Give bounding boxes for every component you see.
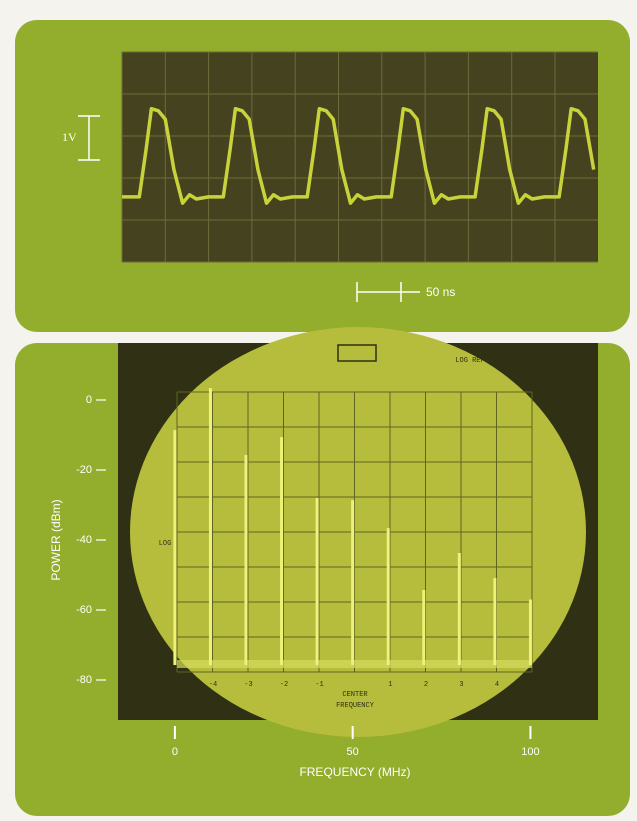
y-tick-label: 0 [86,394,92,406]
screen-label: -1 [315,681,323,689]
annotation: 1V [62,130,77,144]
x-tick-label: 50 [347,746,359,758]
screen-label: CENTER [342,691,368,699]
screen-label: 4 [495,681,499,689]
x-tick-label: 0 [172,746,178,758]
screen-label: 3 [459,681,463,689]
screen-label: LOG REF [455,357,484,365]
y-tick-label: -60 [76,604,92,616]
scope-screen [122,52,598,262]
y-tick-label: -20 [76,464,92,476]
y-axis-label: POWER (dBm) [49,499,63,580]
screen-label: 2 [424,681,428,689]
screen-label: FREQUENCY [336,702,375,710]
annotation: 50 ns [426,285,455,299]
screen-label: -4 [209,681,217,689]
figure: 1V 50 ns LOG REF LOG CENTER FREQUENCY -4 -3 -2 -1… [0,0,637,821]
screen-label: LOG [159,540,172,548]
y-tick-label: -80 [76,674,92,686]
y-tick-label: -40 [76,534,92,546]
screen-label: 1 [388,681,392,689]
screen-label: -3 [244,681,252,689]
x-tick-label: 100 [521,746,539,758]
noise-floor [177,660,532,668]
x-axis-label: FREQUENCY (MHz) [299,765,410,779]
screen-label: -2 [280,681,288,689]
